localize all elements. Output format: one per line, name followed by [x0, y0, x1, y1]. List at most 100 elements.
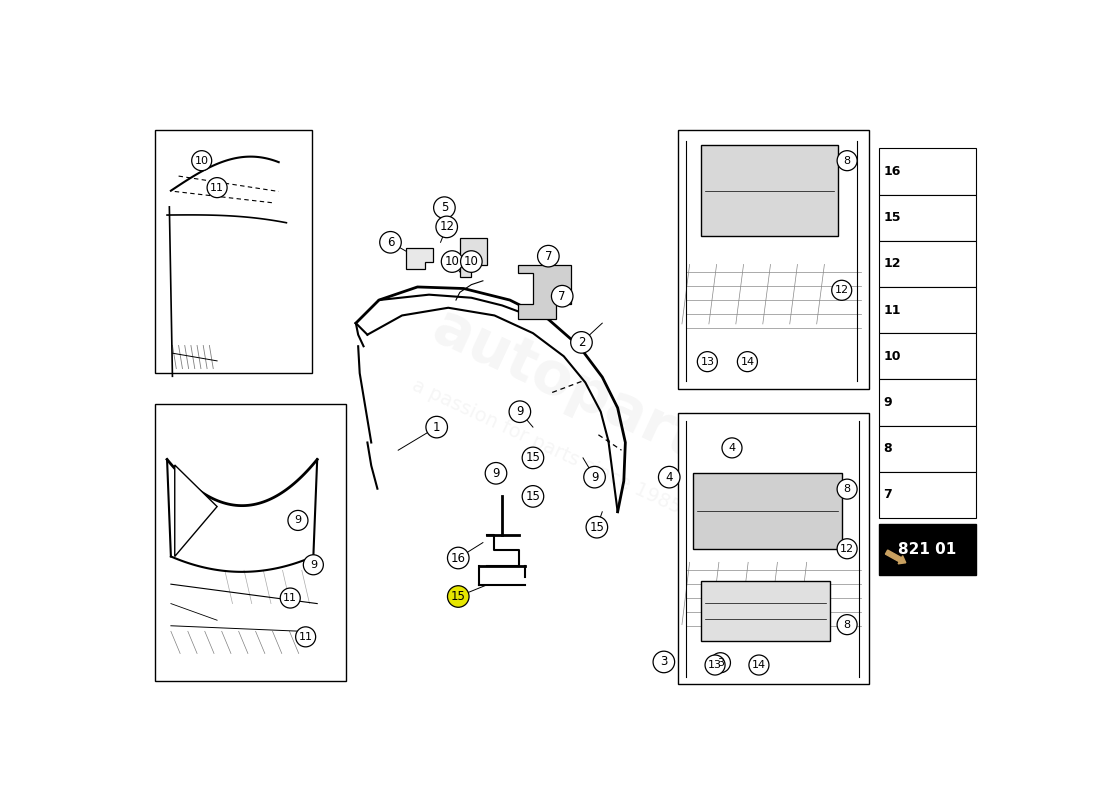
Bar — [155, 404, 346, 681]
Text: 14: 14 — [752, 660, 766, 670]
Circle shape — [485, 462, 507, 484]
Text: 9: 9 — [310, 560, 317, 570]
Text: 12: 12 — [883, 258, 901, 270]
Text: 12: 12 — [835, 286, 849, 295]
Circle shape — [711, 653, 730, 673]
Text: 3: 3 — [660, 655, 668, 669]
Bar — [879, 379, 976, 426]
Circle shape — [837, 538, 857, 558]
Text: 16: 16 — [883, 165, 901, 178]
Text: 7: 7 — [544, 250, 552, 262]
Circle shape — [705, 655, 725, 675]
Text: 15: 15 — [590, 521, 604, 534]
Text: 9: 9 — [295, 515, 301, 526]
Bar — [701, 582, 830, 641]
Text: 13: 13 — [708, 660, 722, 670]
Circle shape — [837, 614, 857, 634]
Circle shape — [191, 150, 211, 170]
Circle shape — [722, 438, 742, 458]
Circle shape — [586, 517, 607, 538]
Text: 10: 10 — [883, 350, 901, 362]
Circle shape — [441, 250, 463, 272]
Text: 9: 9 — [883, 396, 892, 409]
Circle shape — [837, 150, 857, 170]
Polygon shape — [517, 266, 572, 319]
Circle shape — [737, 352, 758, 372]
Bar — [678, 414, 869, 684]
Circle shape — [522, 486, 543, 507]
Bar — [155, 130, 312, 373]
Circle shape — [659, 466, 680, 488]
Circle shape — [448, 547, 469, 569]
Polygon shape — [460, 238, 486, 277]
Bar — [879, 426, 976, 472]
Circle shape — [551, 286, 573, 307]
Text: 8: 8 — [883, 442, 892, 455]
Text: 10: 10 — [195, 156, 209, 166]
Polygon shape — [175, 465, 217, 557]
Circle shape — [538, 246, 559, 267]
Circle shape — [509, 401, 530, 422]
Text: 821 01: 821 01 — [899, 542, 957, 557]
Text: 13: 13 — [701, 357, 714, 366]
Circle shape — [832, 280, 851, 300]
Text: a passion for parts since 1985: a passion for parts since 1985 — [409, 376, 684, 518]
Text: 9: 9 — [591, 470, 598, 484]
Text: 7: 7 — [559, 290, 566, 302]
Circle shape — [280, 588, 300, 608]
Text: 9: 9 — [516, 405, 524, 418]
Circle shape — [379, 231, 401, 253]
Text: 12: 12 — [840, 544, 855, 554]
Text: 10: 10 — [444, 255, 460, 268]
Text: 15: 15 — [526, 451, 540, 464]
Text: 1: 1 — [433, 421, 440, 434]
Circle shape — [653, 651, 674, 673]
Circle shape — [522, 447, 543, 469]
Circle shape — [584, 466, 605, 488]
Bar — [879, 148, 976, 194]
Circle shape — [749, 655, 769, 675]
Text: 9: 9 — [492, 467, 499, 480]
Text: 15: 15 — [526, 490, 540, 503]
Text: 8: 8 — [844, 620, 850, 630]
Text: 12: 12 — [439, 220, 454, 234]
Text: 7: 7 — [883, 488, 892, 502]
Text: 14: 14 — [740, 357, 755, 366]
Text: 8: 8 — [844, 156, 850, 166]
Polygon shape — [406, 249, 433, 270]
Text: 11: 11 — [283, 593, 297, 603]
Text: 15: 15 — [451, 590, 465, 603]
Circle shape — [571, 332, 592, 353]
Bar — [879, 287, 976, 333]
Bar — [879, 472, 976, 518]
Text: autoparts: autoparts — [424, 298, 738, 486]
Bar — [678, 130, 869, 389]
Circle shape — [697, 352, 717, 372]
Text: 8: 8 — [844, 484, 850, 494]
Bar — [701, 146, 838, 236]
Circle shape — [433, 197, 455, 218]
FancyArrow shape — [886, 550, 905, 564]
Circle shape — [448, 586, 469, 607]
Text: 11: 11 — [298, 632, 312, 642]
Bar — [879, 333, 976, 379]
Text: 11: 11 — [883, 303, 901, 317]
Circle shape — [288, 510, 308, 530]
Circle shape — [296, 627, 316, 647]
Text: 2: 2 — [578, 336, 585, 349]
Circle shape — [837, 479, 857, 499]
Text: 16: 16 — [451, 551, 465, 565]
Text: 3: 3 — [717, 658, 724, 668]
Text: 15: 15 — [883, 211, 901, 224]
Circle shape — [426, 416, 448, 438]
Text: 10: 10 — [464, 255, 478, 268]
Bar — [879, 194, 976, 241]
Text: 11: 11 — [210, 182, 224, 193]
Bar — [693, 473, 842, 549]
Text: 6: 6 — [387, 236, 394, 249]
Bar — [879, 241, 976, 287]
Text: 4: 4 — [666, 470, 673, 484]
Circle shape — [436, 216, 458, 238]
Text: 5: 5 — [441, 201, 448, 214]
Circle shape — [207, 178, 227, 198]
